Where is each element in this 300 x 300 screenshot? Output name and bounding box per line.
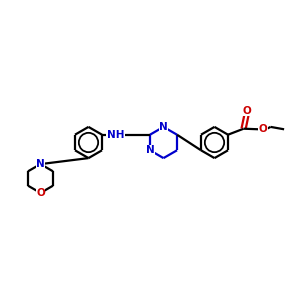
Text: N: N (146, 145, 154, 155)
Text: O: O (242, 106, 251, 116)
Text: NH: NH (107, 130, 124, 140)
Text: N: N (36, 159, 45, 169)
Text: N: N (159, 122, 168, 132)
Text: O: O (258, 124, 267, 134)
Text: O: O (36, 188, 45, 198)
